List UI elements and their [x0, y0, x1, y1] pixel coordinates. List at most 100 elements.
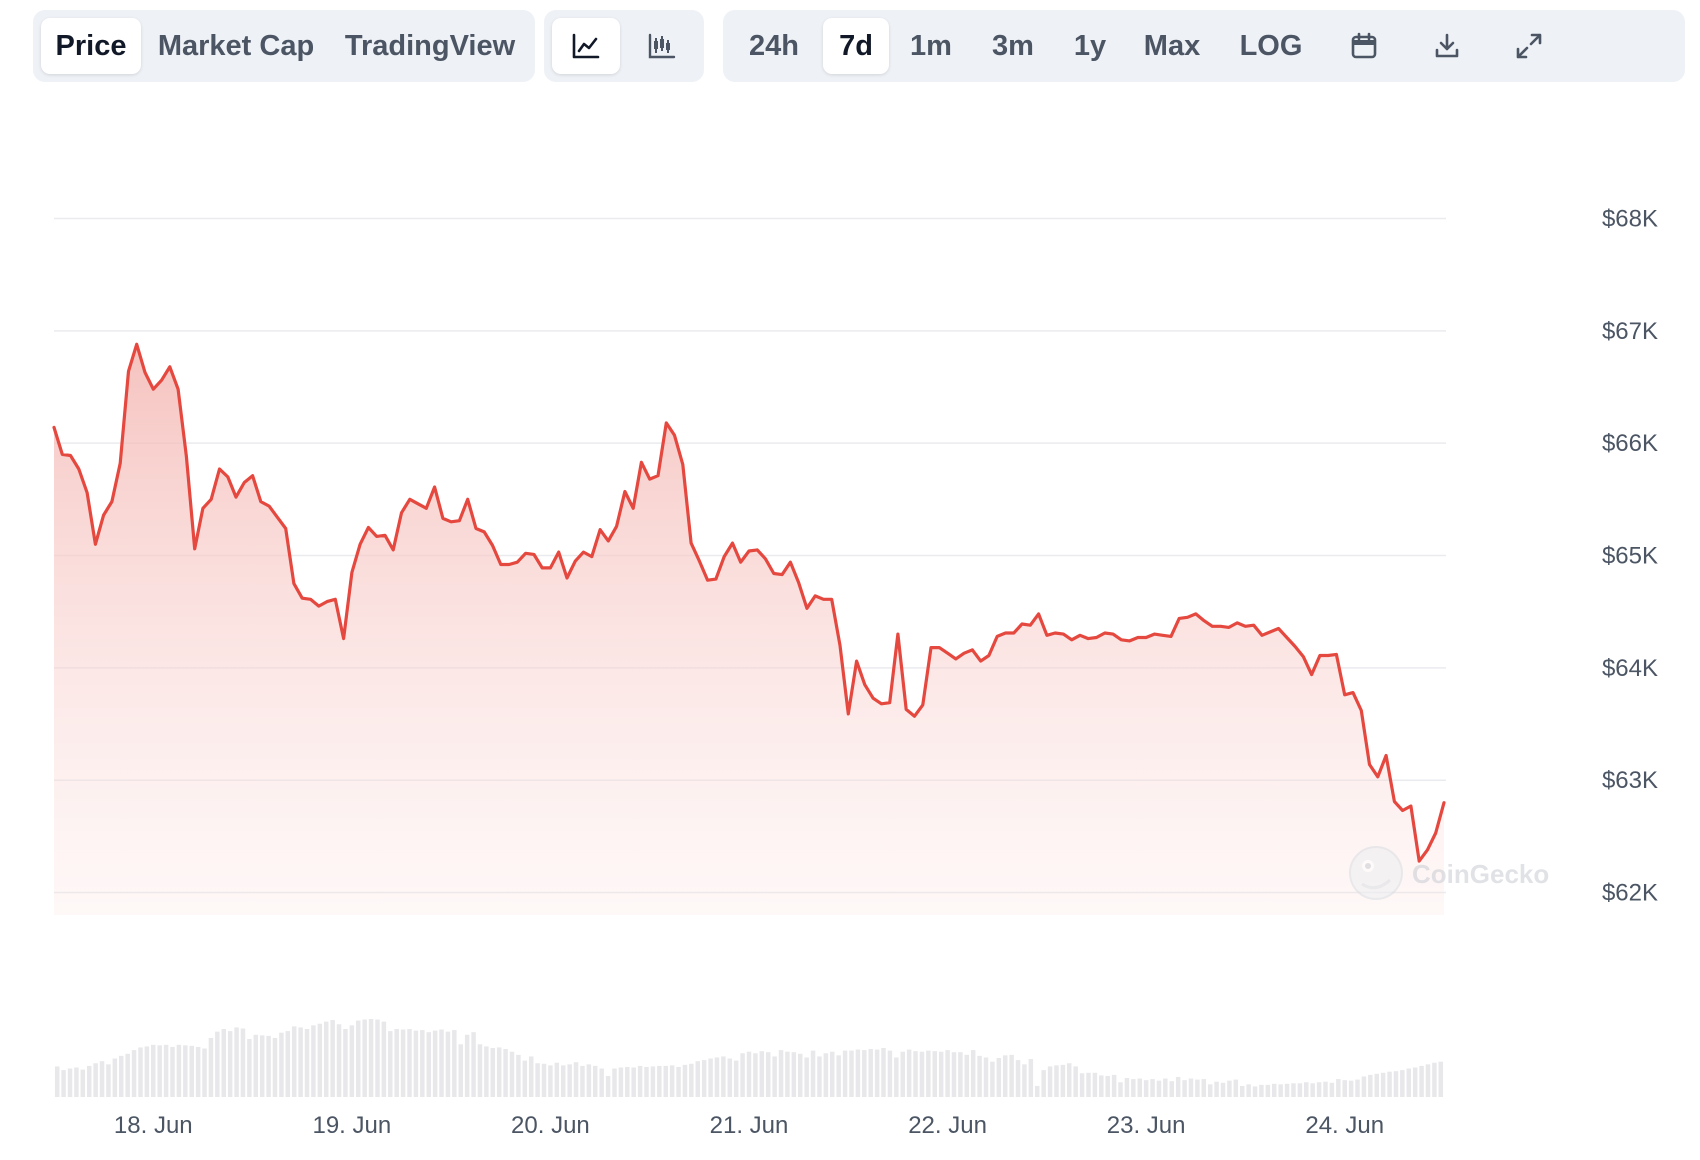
volume-bar — [919, 1051, 925, 1097]
volume-bar — [1124, 1078, 1130, 1097]
price-line — [52, 342, 1446, 863]
volume-bar — [1175, 1076, 1181, 1097]
volume-bar — [1150, 1079, 1155, 1097]
volume-bar — [388, 1031, 393, 1097]
volume-bar — [618, 1067, 624, 1097]
volume-bar — [1400, 1070, 1405, 1097]
volume-bar — [1060, 1064, 1066, 1097]
volume-bar — [1336, 1079, 1341, 1097]
volume-bar — [791, 1052, 797, 1097]
volume-bar — [669, 1065, 675, 1097]
volume-bar — [990, 1061, 995, 1097]
volume-bar — [1368, 1074, 1373, 1097]
volume-bar — [528, 1056, 534, 1097]
y-tick-label: $63K — [1602, 767, 1658, 794]
volume-bar — [477, 1044, 483, 1097]
chart-type-group — [544, 10, 704, 82]
volume-bar — [535, 1063, 540, 1097]
volume-bar — [862, 1050, 867, 1097]
volume-bar — [1252, 1086, 1258, 1097]
volume-bar — [753, 1053, 758, 1097]
volume-bar — [804, 1057, 809, 1097]
volume-bar — [503, 1049, 508, 1097]
volume-bar — [1086, 1072, 1091, 1097]
volume-bar — [1099, 1075, 1104, 1097]
coingecko-logo-pupil — [1365, 863, 1371, 869]
volume-bar — [234, 1027, 239, 1097]
volume-bar — [1009, 1054, 1014, 1097]
volume-bar — [1272, 1083, 1277, 1097]
volume-bar — [323, 1021, 329, 1097]
line-chart-button[interactable] — [552, 18, 620, 74]
volume-bar — [733, 1060, 739, 1097]
volume-bar — [1265, 1084, 1271, 1097]
x-tick-label: 20. Jun — [511, 1112, 590, 1139]
volume-bar — [900, 1051, 905, 1097]
range-7d[interactable]: 7d — [823, 18, 889, 74]
tab-price[interactable]: Price — [41, 18, 141, 74]
y-tick-label: $64K — [1602, 655, 1658, 682]
volume-bar — [80, 1069, 86, 1097]
line-chart-icon — [572, 33, 600, 59]
volume-bar — [996, 1058, 1002, 1097]
volume-bar — [842, 1050, 848, 1097]
fullscreen-button[interactable] — [1497, 18, 1561, 74]
volume-bar — [612, 1068, 617, 1097]
range-3m[interactable]: 3m — [992, 29, 1034, 62]
volume-bar — [926, 1050, 931, 1097]
coingecko-logo-icon — [1349, 846, 1403, 900]
volume-bar — [836, 1055, 841, 1097]
volume-bar — [247, 1039, 252, 1097]
volume-bar — [272, 1037, 278, 1097]
range-max[interactable]: Max — [1143, 29, 1201, 62]
range-1y[interactable]: 1y — [1073, 29, 1107, 62]
volume-bar — [1227, 1080, 1232, 1097]
volume-bar — [1233, 1079, 1239, 1097]
volume-bar — [983, 1057, 989, 1097]
volume-bar — [1067, 1063, 1072, 1097]
volume-bar — [1143, 1080, 1149, 1097]
volume-bar — [1163, 1078, 1168, 1097]
range-24h[interactable]: 24h — [749, 29, 799, 62]
volume-bar — [701, 1060, 707, 1097]
range-1m[interactable]: 1m — [910, 29, 952, 62]
volume-bar — [785, 1051, 790, 1097]
volume-bar — [1201, 1079, 1207, 1097]
volume-bar — [227, 1031, 233, 1097]
volume-bar — [490, 1047, 496, 1097]
volume-bar — [1329, 1082, 1335, 1097]
volume-bar — [106, 1064, 111, 1097]
x-tick-label: 22. Jun — [908, 1112, 987, 1139]
tab-tradingview[interactable]: TradingView — [344, 29, 516, 62]
volume-bar — [695, 1061, 700, 1097]
volume-bar — [1015, 1060, 1021, 1097]
volume-bar — [1022, 1064, 1027, 1097]
volume-bar — [311, 1025, 316, 1097]
volume-bar — [1054, 1065, 1059, 1097]
download-button[interactable] — [1415, 18, 1479, 74]
volume-bar — [1412, 1067, 1418, 1097]
volume-bar — [798, 1053, 803, 1097]
volume-bar — [625, 1066, 630, 1097]
chart-toolbar: Price Market Cap TradingView 24h 7d 1 — [33, 10, 1686, 82]
volume-bar — [1348, 1080, 1354, 1097]
volume-bar — [407, 1029, 412, 1097]
volume-bar — [356, 1020, 361, 1097]
volume-bar — [195, 1046, 201, 1097]
volume-bar — [1419, 1065, 1424, 1097]
y-tick-label: $68K — [1602, 205, 1658, 232]
volume-bar — [644, 1066, 649, 1097]
volume-bar — [689, 1063, 694, 1097]
volume-bar — [131, 1050, 137, 1097]
volume-bar — [1438, 1061, 1444, 1097]
candlestick-chart-button[interactable] — [628, 18, 696, 74]
date-range-button[interactable] — [1332, 18, 1396, 74]
volume-bar — [1188, 1078, 1194, 1097]
log-scale-toggle[interactable]: LOG — [1239, 29, 1303, 62]
volume-bar — [93, 1063, 98, 1097]
volume-bar — [682, 1064, 688, 1097]
tab-market-cap[interactable]: Market Cap — [157, 29, 315, 62]
volume-bar — [951, 1052, 957, 1097]
volume-bar — [906, 1049, 912, 1097]
